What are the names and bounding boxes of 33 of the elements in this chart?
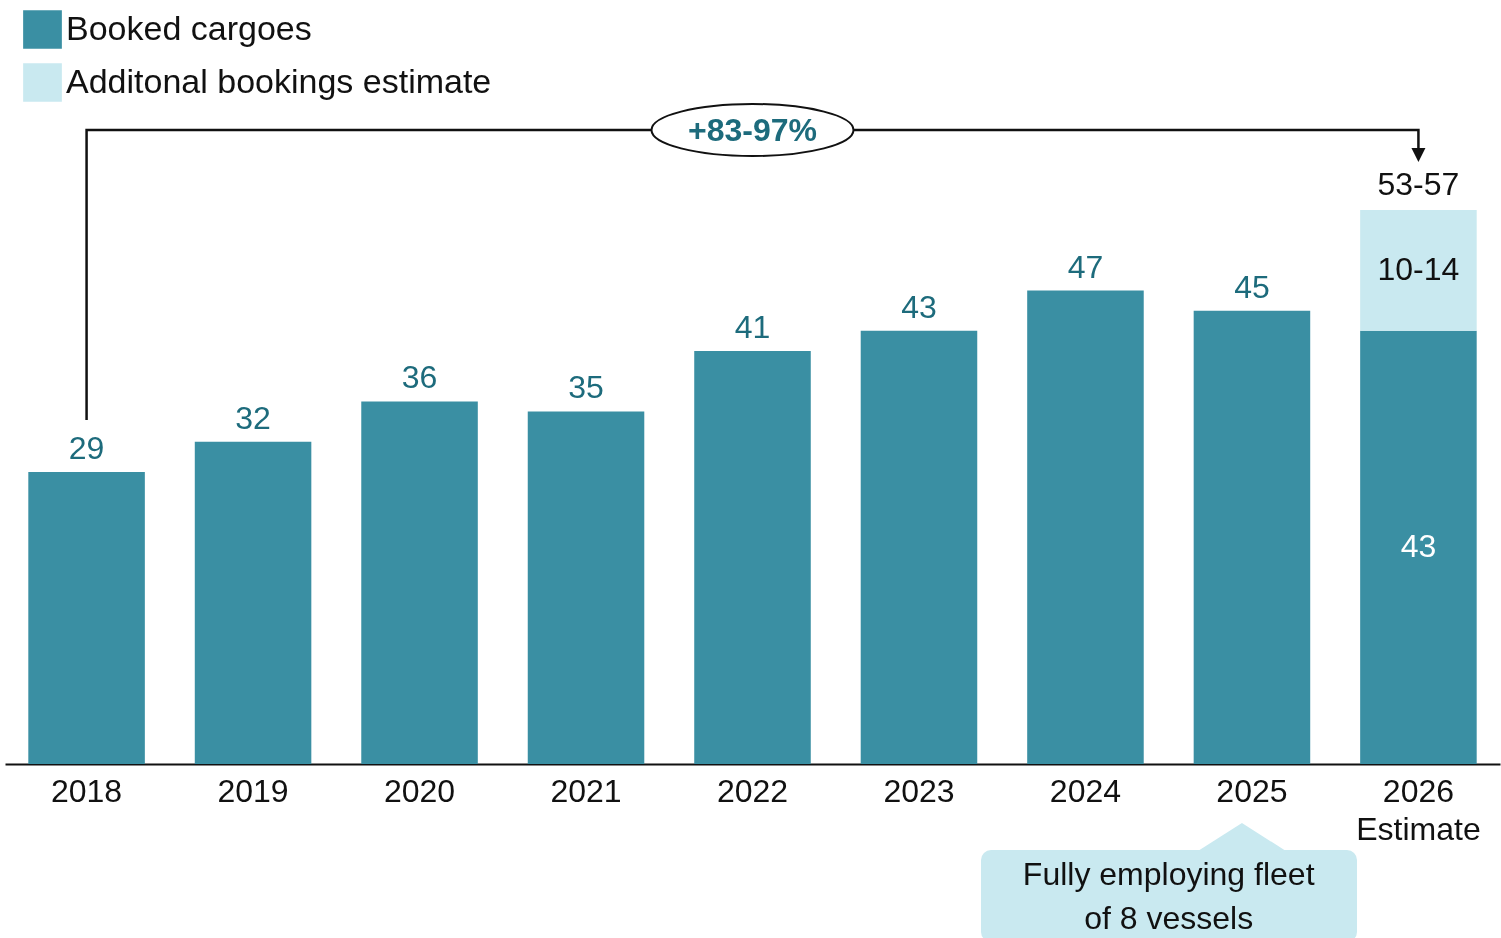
data-label: 32 (235, 399, 271, 436)
bar (860, 330, 978, 764)
x-tick-label: 2021 (550, 772, 622, 809)
x-tick-label: 2024 (1049, 772, 1122, 809)
data-label: 43 (901, 288, 937, 325)
bar (1360, 330, 1477, 764)
bar (194, 441, 312, 764)
data-label: 43 (1400, 528, 1437, 565)
x-tick-label: 2019 (217, 772, 289, 809)
x-tick-label: 2023 (883, 772, 955, 809)
data-label: 41 (734, 309, 771, 346)
bar (694, 351, 811, 764)
bar (1360, 210, 1477, 331)
data-label: 45 (1234, 268, 1270, 305)
total-label: 53-57 (1377, 166, 1460, 202)
text: +83-97% (688, 112, 817, 148)
bar (1027, 290, 1144, 764)
bar (28, 471, 145, 764)
bar (1193, 310, 1311, 764)
bar (361, 401, 478, 764)
x-tick-label: 2022 (716, 772, 789, 809)
data-label: 10-14 (1377, 251, 1460, 288)
x-tick-label: 2026 Estimate (1356, 772, 1481, 847)
legend-label: Booked cargoes (66, 8, 312, 47)
x-tick-label: 2020 (383, 772, 456, 809)
data-label: 47 (1067, 248, 1104, 285)
data-label: 29 (68, 429, 105, 466)
x-tick-label: 2018 (50, 772, 123, 809)
data-label: 36 (401, 359, 438, 396)
data-label: 35 (568, 369, 604, 406)
x-tick-label: 2025 (1216, 772, 1288, 809)
legend-label: Additonal bookings estimate (66, 61, 492, 100)
bar (527, 411, 645, 764)
